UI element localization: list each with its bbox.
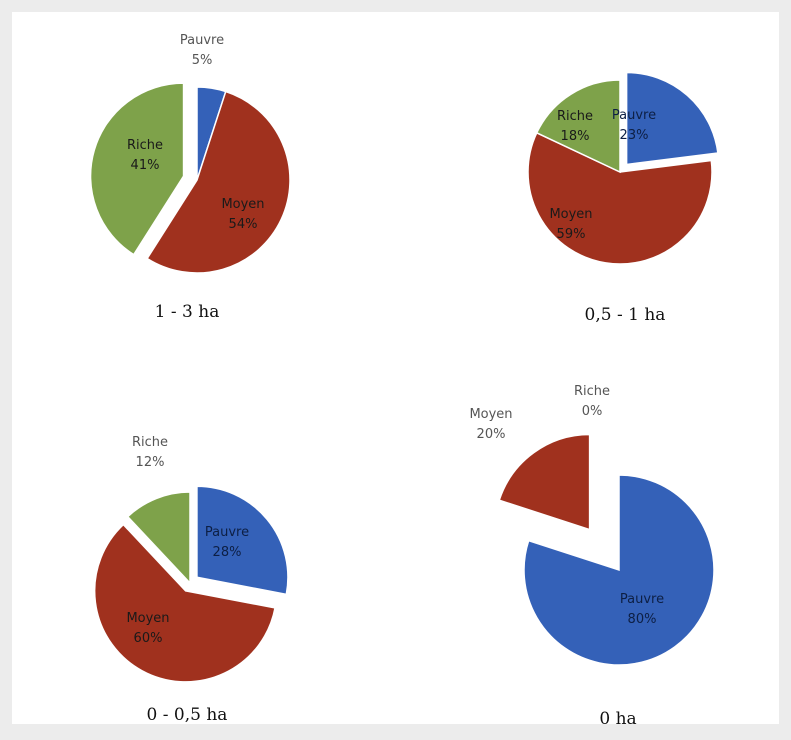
data-label-riche-value: 12% [136,455,165,470]
data-label-riche-value: 0% [582,404,603,419]
data-label-riche-value: 18% [561,129,590,144]
data-label-pauvre-name: Pauvre [612,108,656,123]
pie-slice-moyen [498,433,591,531]
data-label-pauvre-name: Pauvre [180,33,224,48]
data-label-moyen-name: Moyen [126,611,169,626]
chart-caption: 0 ha [599,709,636,724]
data-label-moyen-name: Moyen [221,197,264,212]
data-label-riche-name: Riche [132,435,168,450]
data-label-riche-value: 41% [131,158,160,173]
data-label-moyen-value: 54% [229,217,258,232]
pie-chart-2: Pauvre 23% Moyen 59% Riche 18% 0,5 - 1 ha [527,71,719,325]
pie-slice-moyen [527,131,713,265]
data-label-pauvre-value: 23% [620,128,649,143]
data-label-moyen-value: 60% [134,631,163,646]
data-label-moyen-value: 20% [477,427,506,442]
data-label-riche-name: Riche [557,109,593,124]
data-label-pauvre-name: Pauvre [620,592,664,607]
chart-caption: 0,5 - 1 ha [585,305,666,325]
chart-panel: Pauvre 5% Moyen 54% Riche 41% 1 - 3 ha Pauvre 23… [12,12,779,724]
data-label-riche-name: Riche [127,138,163,153]
data-label-pauvre-value: 5% [192,53,213,68]
pie-charts-figure: Pauvre 5% Moyen 54% Riche 41% 1 - 3 ha Pauvre 23… [89,33,719,724]
pie-slice-moyen [146,90,291,274]
data-label-pauvre-name: Pauvre [205,525,249,540]
pie-slice-riche [126,491,191,585]
chart-caption: 0 - 0,5 ha [147,705,228,724]
data-label-moyen-value: 59% [557,227,586,242]
pie-chart-1: Pauvre 5% Moyen 54% Riche 41% 1 - 3 ha [89,33,291,322]
pie-slice-pauvre [523,474,715,666]
data-label-pauvre-value: 80% [628,612,657,627]
pie-slice-pauvre [625,71,719,166]
data-label-moyen-name: Moyen [549,207,592,222]
data-label-pauvre-value: 28% [213,545,242,560]
data-label-riche-name: Riche [574,384,610,399]
pie-slice-riche [535,79,621,174]
pie-chart-3: Pauvre 28% Moyen 60% Riche 12% 0 - 0,5 ha [93,435,289,724]
pie-slice-moyen [93,523,276,683]
data-label-moyen-name: Moyen [469,407,512,422]
pie-slice-riche [89,82,185,256]
pie-slice-pauvre [196,485,289,596]
pie-chart-4: Pauvre 80% Moyen 20% Riche 0% 0 ha [469,384,715,724]
chart-caption: 1 - 3 ha [155,302,220,322]
